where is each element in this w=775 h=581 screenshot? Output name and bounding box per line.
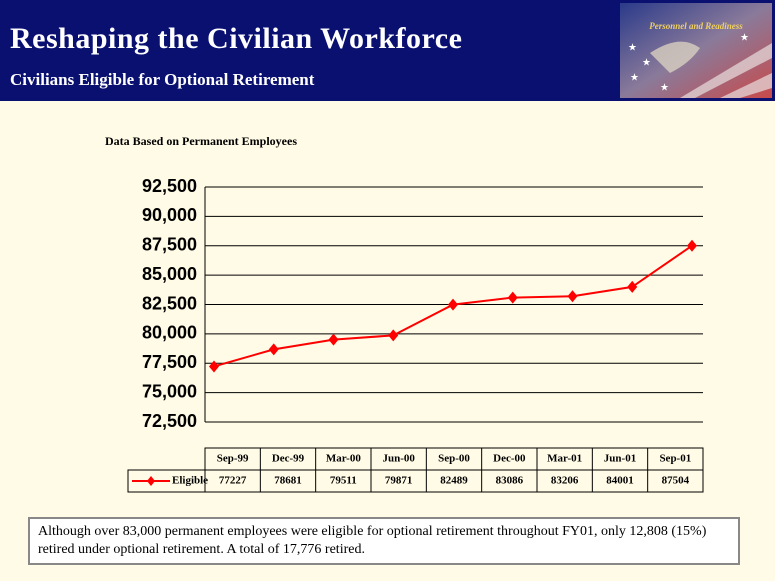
header-subtitle: Civilians Eligible for Optional Retireme… [10, 70, 315, 89]
y-tick-label: 82,500 [142, 293, 197, 313]
marker [209, 360, 219, 373]
table-value: 84001 [606, 475, 634, 487]
chart-title: Data Based on Permanent Employees [105, 134, 297, 148]
x-tick-label: Dec-00 [493, 453, 526, 465]
marker [388, 329, 399, 342]
x-tick-label: Mar-01 [547, 453, 582, 465]
x-tick-label: Sep-01 [659, 453, 691, 465]
table-value: 79511 [330, 475, 357, 487]
marker [687, 239, 697, 252]
marker [448, 298, 458, 311]
legend-label: Eligible [172, 475, 208, 487]
header: Reshaping the Civilian Workforce Civilia… [0, 0, 775, 101]
marker [627, 280, 638, 293]
y-tick-label: 87,500 [142, 235, 197, 255]
table-value: 83086 [496, 475, 524, 487]
y-tick-label: 92,500 [142, 176, 197, 196]
table-value: 78681 [274, 475, 302, 487]
y-tick-label: 72,500 [142, 411, 197, 431]
marker [567, 290, 578, 303]
x-tick-label: Mar-00 [326, 453, 362, 465]
badge: ★★★★★ Personnel and Readiness [620, 3, 772, 98]
marker [268, 343, 279, 356]
y-tick-label: 90,000 [142, 205, 197, 225]
x-tick-label: Dec-99 [272, 453, 305, 465]
chart: Data Based on Permanent Employees 72,500… [105, 134, 704, 493]
x-tick-label: Jun-00 [382, 453, 415, 465]
svg-text:★: ★ [740, 32, 749, 43]
table-value: 79871 [385, 475, 413, 487]
table-value: 83206 [551, 475, 579, 487]
y-tick-label: 85,000 [142, 264, 197, 284]
table-value: 77227 [219, 475, 247, 487]
x-tick-label: Jun-01 [604, 453, 636, 465]
legend-marker [147, 476, 155, 486]
table-value: 82489 [440, 475, 468, 487]
svg-text:★: ★ [660, 82, 669, 93]
y-tick-label: 77,500 [142, 352, 197, 372]
table-value: 87504 [662, 475, 690, 487]
marker [507, 291, 518, 304]
y-tick-label: 75,000 [142, 381, 197, 401]
note: Although over 83,000 permanent employees… [28, 517, 740, 565]
header-title: Reshaping the Civilian Workforce [10, 22, 463, 55]
y-tick-label: 80,000 [142, 323, 197, 343]
marker [328, 333, 339, 346]
svg-text:★: ★ [642, 57, 651, 68]
badge-text: Personnel and Readiness [649, 21, 743, 31]
x-tick-label: Sep-99 [217, 453, 249, 465]
svg-text:★: ★ [628, 42, 637, 53]
x-tick-label: Sep-00 [438, 453, 470, 465]
svg-text:★: ★ [630, 72, 639, 83]
